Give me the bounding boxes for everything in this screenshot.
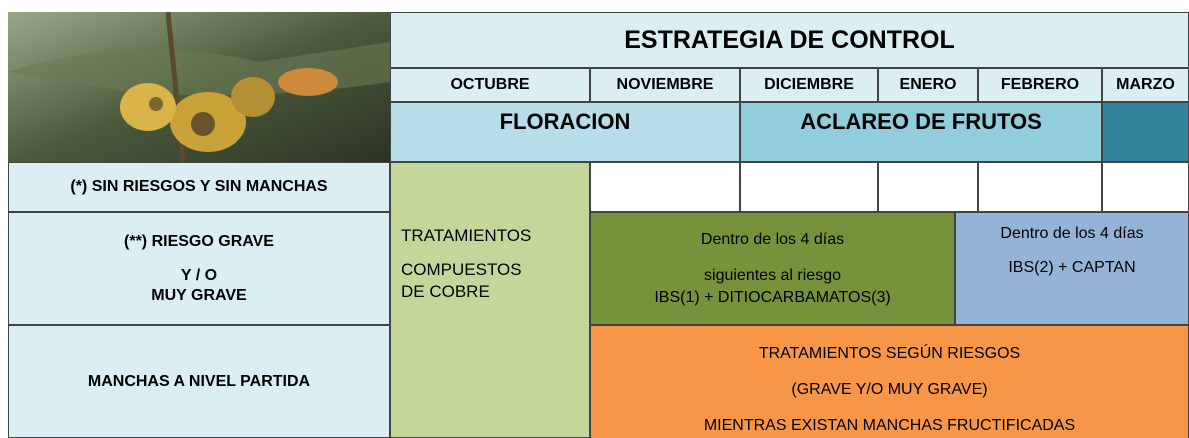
row-label: (*) SIN RIESGOS Y SIN MANCHAS — [8, 162, 390, 212]
month: OCTUBRE — [390, 68, 590, 102]
row-label: (**) RIESGO GRAVE Y / O MUY GRAVE — [8, 212, 390, 325]
late-cell: Dentro de los 4 días IBS(2) + CAPTAN — [955, 212, 1189, 325]
text: (GRAVE Y/O MUY GRAVE) — [791, 381, 988, 398]
month: FEBRERO — [978, 68, 1102, 102]
title: ESTRATEGIA DE CONTROL — [390, 12, 1189, 68]
empty-cell — [878, 162, 978, 212]
empty-cell — [740, 162, 878, 212]
text: siguientes al riesgo — [704, 266, 841, 284]
text: Y / O — [180, 266, 218, 284]
fruit-photo — [8, 12, 390, 162]
month: MARZO — [1102, 68, 1189, 102]
text: DE COBRE — [401, 282, 490, 301]
text: TRATAMIENTOS SEGÚN RIESGOS — [758, 345, 1021, 362]
month: ENERO — [878, 68, 978, 102]
text: MIENTRAS EXISTAN MANCHAS FRUCTIFICADAS — [703, 417, 1076, 434]
text: MUY GRAVE — [151, 286, 247, 304]
text: IBS(1) + DITIOCARBAMATOS(3) — [654, 288, 891, 306]
row-label: MANCHAS A NIVEL PARTIDA — [8, 325, 390, 438]
empty-cell — [590, 162, 740, 212]
empty-cell — [978, 162, 1102, 212]
phase: FLORACION — [390, 102, 740, 162]
empty-cell — [1102, 162, 1189, 212]
early-cell: Dentro de los 4 días siguientes al riesg… — [590, 212, 955, 325]
copper-cell: TRATAMIENTOS COMPUESTOS DE COBRE — [390, 162, 590, 438]
month: DICIEMBRE — [740, 68, 878, 102]
month: NOVIEMBRE — [590, 68, 740, 102]
text: (**) RIESGO GRAVE — [124, 232, 274, 250]
text: Dentro de los 4 días — [1000, 225, 1144, 242]
text: Dentro de los 4 días — [700, 230, 845, 248]
text: TRATAMIENTOS — [401, 226, 532, 245]
phase: ACLAREO DE FRUTOS — [740, 102, 1102, 162]
text: IBS(2) + CAPTAN — [1008, 259, 1136, 276]
text: COMPUESTOS — [401, 260, 522, 279]
spots-cell: TRATAMIENTOS SEGÚN RIESGOS (GRAVE Y/O MU… — [590, 325, 1189, 438]
phase-cell — [1102, 102, 1189, 162]
